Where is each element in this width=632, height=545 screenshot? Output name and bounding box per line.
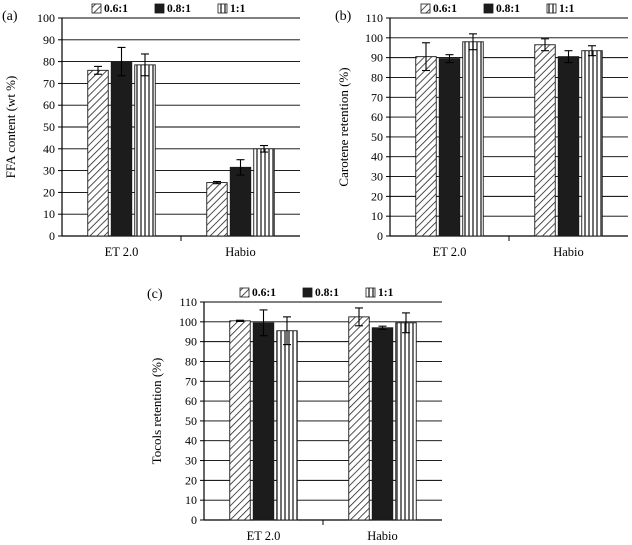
legend-swatch xyxy=(91,3,102,14)
bar xyxy=(229,166,252,237)
bar xyxy=(276,330,298,521)
y-tick-label: 40 xyxy=(43,142,55,156)
bar xyxy=(415,56,437,237)
legend-swatch xyxy=(420,3,431,14)
legend-label: 0.8:1 xyxy=(167,3,191,15)
y-tick-label: 20 xyxy=(371,189,383,203)
bar xyxy=(462,41,484,237)
y-axis-label: Tocols retention (%) xyxy=(149,358,164,465)
y-tick-label: 90 xyxy=(371,51,383,65)
x-tick-label: ET 2.0 xyxy=(433,245,467,259)
x-tick-label: Habio xyxy=(367,529,398,543)
bar xyxy=(110,61,133,237)
legend-label: 0.6:1 xyxy=(104,3,128,15)
bar xyxy=(87,69,109,237)
panel-label: (b) xyxy=(335,9,352,24)
bar xyxy=(395,322,417,521)
chart-panel-a: 0 10 20 30 40 50 60 70 80 90 100 ET 2.0 Habio 0.6:1 0.… xyxy=(2,3,300,259)
y-tick-label: 50 xyxy=(43,120,55,134)
y-tick-label: 40 xyxy=(185,434,197,448)
y-tick-label: 100 xyxy=(37,11,55,25)
y-tick-label: 60 xyxy=(185,394,197,408)
chart-panel-c: 0 10 20 30 40 50 60 70 80 90 100 110 ET 2.0 Habio 0.6:… xyxy=(147,287,442,543)
y-tick-label: 40 xyxy=(371,150,383,164)
legend-swatch xyxy=(302,287,313,298)
x-tick-label: Habio xyxy=(225,245,256,259)
chart-panel-b: 0 10 20 30 40 50 60 70 80 90 100 110 ET 2.0 Habio 0.6:… xyxy=(335,3,628,259)
y-axis-label: FFA content (wt %) xyxy=(3,76,18,179)
legend-swatch xyxy=(483,3,494,14)
y-tick-label: 0 xyxy=(377,229,383,243)
y-tick-label: 20 xyxy=(185,473,197,487)
y-tick-label: 20 xyxy=(43,185,55,199)
bar xyxy=(252,322,275,521)
bar xyxy=(348,316,370,521)
legend-label: 1:1 xyxy=(230,3,246,15)
bar xyxy=(581,50,603,237)
y-tick-label: 110 xyxy=(179,295,197,309)
legend-label: 1:1 xyxy=(378,287,394,299)
y-tick-label: 100 xyxy=(179,315,197,329)
legend-label: 0.6:1 xyxy=(252,287,276,299)
legend-swatch xyxy=(546,3,557,14)
legend-swatch xyxy=(365,287,376,298)
y-tick-label: 50 xyxy=(371,130,383,144)
x-tick-label: ET 2.0 xyxy=(247,529,281,543)
y-tick-label: 0 xyxy=(49,229,55,243)
y-tick-label: 100 xyxy=(365,31,383,45)
y-tick-label: 80 xyxy=(43,55,55,69)
y-tick-label: 0 xyxy=(191,513,197,527)
bar xyxy=(438,58,461,237)
panel-label: (c) xyxy=(147,287,163,302)
y-tick-label: 110 xyxy=(365,11,383,25)
y-tick-label: 50 xyxy=(185,414,197,428)
y-tick-label: 10 xyxy=(371,209,383,223)
y-tick-label: 70 xyxy=(43,76,55,90)
legend-label: 1:1 xyxy=(559,3,575,15)
legend-label: 0.8:1 xyxy=(496,3,520,15)
legend-label: 0.8:1 xyxy=(315,287,339,299)
y-tick-label: 10 xyxy=(43,207,55,221)
bar xyxy=(229,320,251,521)
y-tick-label: 10 xyxy=(185,493,197,507)
bar xyxy=(557,56,580,237)
bar xyxy=(206,182,228,237)
x-tick-label: ET 2.0 xyxy=(105,245,139,259)
y-tick-label: 90 xyxy=(43,33,55,47)
bar xyxy=(253,148,275,237)
legend-label: 0.6:1 xyxy=(433,3,457,15)
y-tick-label: 70 xyxy=(371,90,383,104)
y-tick-label: 30 xyxy=(371,170,383,184)
y-tick-label: 90 xyxy=(185,335,197,349)
bar xyxy=(534,44,556,237)
bar xyxy=(134,64,156,237)
y-tick-label: 80 xyxy=(185,354,197,368)
y-tick-label: 80 xyxy=(371,70,383,84)
y-tick-label: 60 xyxy=(371,110,383,124)
panel-label: (a) xyxy=(2,9,18,24)
y-tick-label: 70 xyxy=(185,374,197,388)
y-tick-label: 60 xyxy=(43,98,55,112)
y-tick-label: 30 xyxy=(185,454,197,468)
y-tick-label: 30 xyxy=(43,164,55,178)
x-tick-label: Habio xyxy=(553,245,584,259)
legend-swatch xyxy=(217,3,228,14)
legend-swatch xyxy=(154,3,165,14)
bar xyxy=(371,327,394,521)
legend-swatch xyxy=(239,287,250,298)
y-axis-label: Carotene retention (%) xyxy=(336,67,351,186)
